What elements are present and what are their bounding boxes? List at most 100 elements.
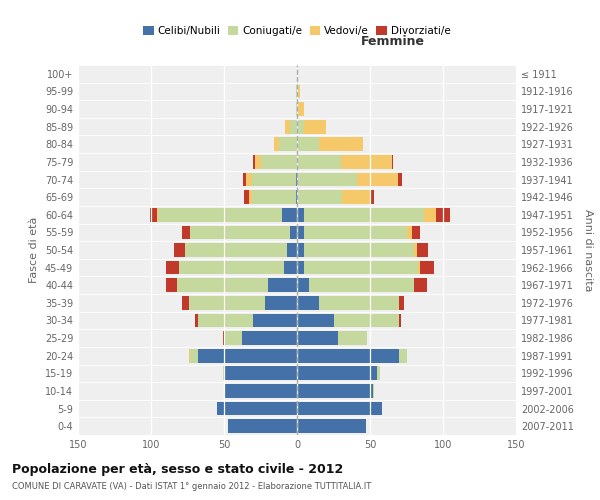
Bar — [298, 172, 357, 186]
Bar — [195, 314, 198, 328]
Bar — [298, 190, 342, 204]
Bar — [297, 120, 304, 134]
Bar — [304, 260, 418, 274]
Bar — [260, 155, 297, 169]
Legend: Celibi/Nubili, Coniugati/e, Vedovi/e, Divorziati/e: Celibi/Nubili, Coniugati/e, Vedovi/e, Di… — [139, 22, 455, 40]
Bar — [268, 278, 297, 292]
Bar — [414, 278, 427, 292]
Bar — [297, 155, 341, 169]
Bar — [283, 208, 297, 222]
Bar — [179, 260, 284, 274]
Bar — [297, 102, 298, 116]
Bar — [424, 208, 436, 222]
Bar — [297, 190, 298, 204]
Bar — [297, 84, 300, 98]
Bar — [319, 296, 399, 310]
Bar — [254, 155, 260, 169]
Bar — [190, 226, 290, 239]
Bar — [297, 349, 399, 362]
Bar — [297, 260, 304, 274]
Bar — [189, 296, 265, 310]
Bar — [419, 260, 434, 274]
Bar — [407, 226, 412, 239]
Bar — [246, 172, 252, 186]
Bar — [166, 278, 177, 292]
Bar — [297, 331, 338, 345]
Text: Popolazione per età, sesso e stato civile - 2012: Popolazione per età, sesso e stato civil… — [12, 462, 343, 475]
Bar — [223, 331, 224, 345]
Bar — [297, 243, 304, 257]
Bar — [373, 384, 374, 398]
Bar — [297, 420, 365, 433]
Bar — [308, 278, 414, 292]
Bar — [157, 208, 158, 222]
Bar — [189, 349, 190, 362]
Bar — [414, 243, 417, 257]
Bar — [224, 331, 242, 345]
Bar — [224, 366, 297, 380]
Bar — [297, 278, 308, 292]
Bar — [252, 190, 296, 204]
Bar — [177, 278, 268, 292]
Bar — [166, 260, 179, 274]
Bar — [297, 384, 373, 398]
Bar — [398, 172, 402, 186]
Bar — [304, 226, 407, 239]
Bar — [296, 190, 297, 204]
Bar — [297, 366, 377, 380]
Bar — [399, 314, 401, 328]
Bar — [296, 84, 297, 98]
Bar — [399, 296, 404, 310]
Y-axis label: Anni di nascita: Anni di nascita — [583, 209, 593, 291]
Bar — [298, 102, 304, 116]
Bar — [249, 190, 252, 204]
Bar — [338, 331, 367, 345]
Bar — [304, 208, 424, 222]
Bar — [253, 314, 297, 328]
Bar — [342, 190, 371, 204]
Bar — [290, 120, 297, 134]
Bar — [418, 260, 419, 274]
Bar — [182, 296, 189, 310]
Bar — [297, 208, 304, 222]
Bar — [297, 226, 304, 239]
Bar — [274, 138, 280, 151]
Bar — [217, 402, 297, 415]
Bar — [286, 120, 290, 134]
Bar — [287, 243, 297, 257]
Bar — [224, 384, 297, 398]
Bar — [198, 349, 297, 362]
Bar — [185, 243, 287, 257]
Bar — [357, 172, 398, 186]
Bar — [253, 155, 254, 169]
Y-axis label: Fasce di età: Fasce di età — [29, 217, 39, 283]
Bar — [243, 172, 246, 186]
Bar — [175, 243, 185, 257]
Bar — [377, 366, 380, 380]
Bar — [280, 138, 297, 151]
Bar — [412, 226, 419, 239]
Bar — [297, 138, 319, 151]
Bar — [290, 226, 297, 239]
Bar — [182, 226, 190, 239]
Bar — [304, 243, 414, 257]
Bar — [371, 190, 374, 204]
Bar — [436, 208, 451, 222]
Bar — [297, 172, 298, 186]
Bar — [158, 208, 283, 222]
Bar — [392, 155, 394, 169]
Bar — [190, 349, 198, 362]
Bar — [296, 102, 297, 116]
Bar — [242, 331, 297, 345]
Text: Femmine: Femmine — [361, 36, 425, 49]
Bar — [297, 314, 334, 328]
Bar — [399, 349, 407, 362]
Bar — [198, 314, 253, 328]
Bar — [265, 296, 297, 310]
Bar — [297, 402, 382, 415]
Bar — [417, 243, 428, 257]
Bar — [284, 260, 297, 274]
Bar — [304, 120, 326, 134]
Bar — [229, 420, 297, 433]
Bar — [334, 314, 399, 328]
